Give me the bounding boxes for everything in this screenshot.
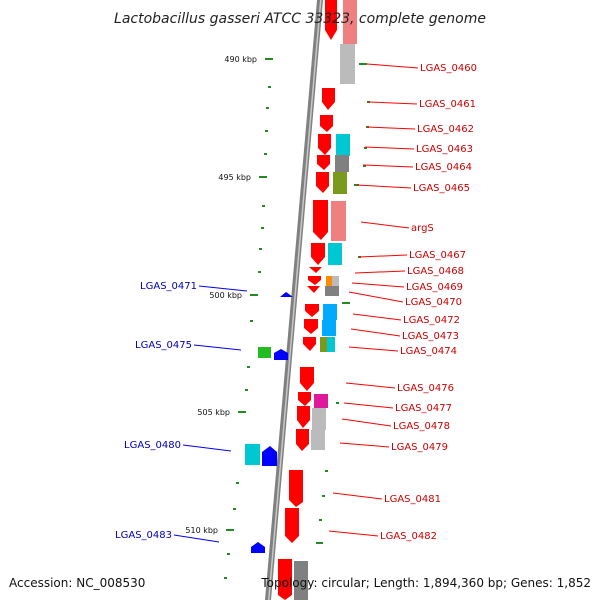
ruler-tick — [250, 294, 258, 296]
forward-gene-leader — [343, 402, 394, 409]
forward-gene-label: LGAS_0468 — [407, 266, 464, 277]
reverse-gene-label: LGAS_0483 — [115, 530, 172, 541]
ruler-tick — [259, 176, 267, 178]
forward-gene-label: LGAS_0461 — [419, 99, 476, 110]
reverse-gene-leader — [182, 444, 232, 452]
forward-gene-label: LGAS_0479 — [391, 442, 448, 453]
forward-gene-arrows — [278, 0, 337, 600]
forward-gene-leader — [332, 492, 383, 500]
forward-gene-label: argS — [411, 223, 434, 234]
forward-gene-label: LGAS_0460 — [420, 63, 477, 74]
map-title: Lactobacillus gasseri ATCC 33323, comple… — [114, 11, 486, 27]
forward-gene-label: LGAS_0464 — [415, 162, 472, 173]
ruler-tick-label: 490 kbp — [224, 55, 257, 64]
reverse-gene-leader — [173, 534, 220, 543]
forward-gene-leader — [328, 530, 379, 537]
forward-gene-label: LGAS_0472 — [403, 315, 460, 326]
forward-gene-label: LGAS_0470 — [405, 297, 462, 308]
accession-text: Accession: NC_008530 — [9, 576, 145, 590]
forward-gene-leader — [356, 184, 412, 189]
forward-gene-leader — [362, 164, 414, 168]
forward-gene-label: LGAS_0478 — [393, 421, 450, 432]
forward-gene-leader — [368, 101, 418, 105]
ruler-tick — [265, 58, 273, 60]
forward-gene-leader — [348, 346, 399, 352]
forward-gene-label: LGAS_0481 — [384, 494, 441, 505]
forward-gene-label: LGAS_0463 — [416, 144, 473, 155]
reverse-gene-leader — [193, 344, 242, 351]
reverse-gene-label: LGAS_0471 — [140, 281, 197, 292]
forward-gene-leader — [360, 221, 410, 229]
genome-summary-text: Topology: circular; Length: 1,894,360 bp… — [260, 576, 591, 590]
forward-gene-leader — [350, 328, 401, 337]
genome-backbone-highlight — [268, 0, 322, 600]
forward-gene-leader — [352, 313, 402, 321]
forward-gene-label: LGAS_0477 — [395, 403, 452, 414]
forward-gene-label: LGAS_0462 — [417, 124, 474, 135]
forward-gene-label: LGAS_0467 — [409, 250, 466, 261]
forward-gene-leader — [348, 291, 404, 303]
reverse-gene-leader — [198, 285, 248, 292]
ruler-dots — [224, 42, 370, 579]
ruler-tick — [238, 411, 246, 413]
reverse-gene-label: LGAS_0475 — [135, 340, 192, 351]
forward-gene-leader — [366, 63, 419, 69]
annotation-blocks — [245, 0, 357, 600]
reverse-gene-arrows — [251, 292, 293, 553]
forward-gene-leader — [341, 418, 392, 427]
forward-gene-leader — [358, 254, 408, 258]
forward-gene-label: LGAS_0482 — [380, 531, 437, 542]
forward-gene-leader — [364, 146, 415, 150]
ruler-tick-label: 505 kbp — [197, 408, 230, 417]
ruler-tick-label: 495 kbp — [218, 173, 251, 182]
ruler-tick-label: 500 kbp — [209, 291, 242, 300]
forward-gene-label: LGAS_0469 — [406, 282, 463, 293]
forward-gene-leader — [354, 270, 406, 274]
forward-gene-label: LGAS_0465 — [413, 183, 470, 194]
forward-gene-leader — [339, 442, 390, 448]
forward-gene-label: LGAS_0473 — [402, 331, 459, 342]
forward-gene-leader — [366, 126, 416, 130]
ruler-tick — [226, 529, 234, 531]
ruler-tick-label: 510 kbp — [185, 526, 218, 535]
reverse-gene-label: LGAS_0480 — [124, 440, 181, 451]
forward-gene-label: LGAS_0476 — [397, 383, 454, 394]
forward-gene-leader — [345, 382, 396, 389]
forward-gene-label: LGAS_0474 — [400, 346, 457, 357]
forward-gene-leader — [351, 282, 405, 288]
